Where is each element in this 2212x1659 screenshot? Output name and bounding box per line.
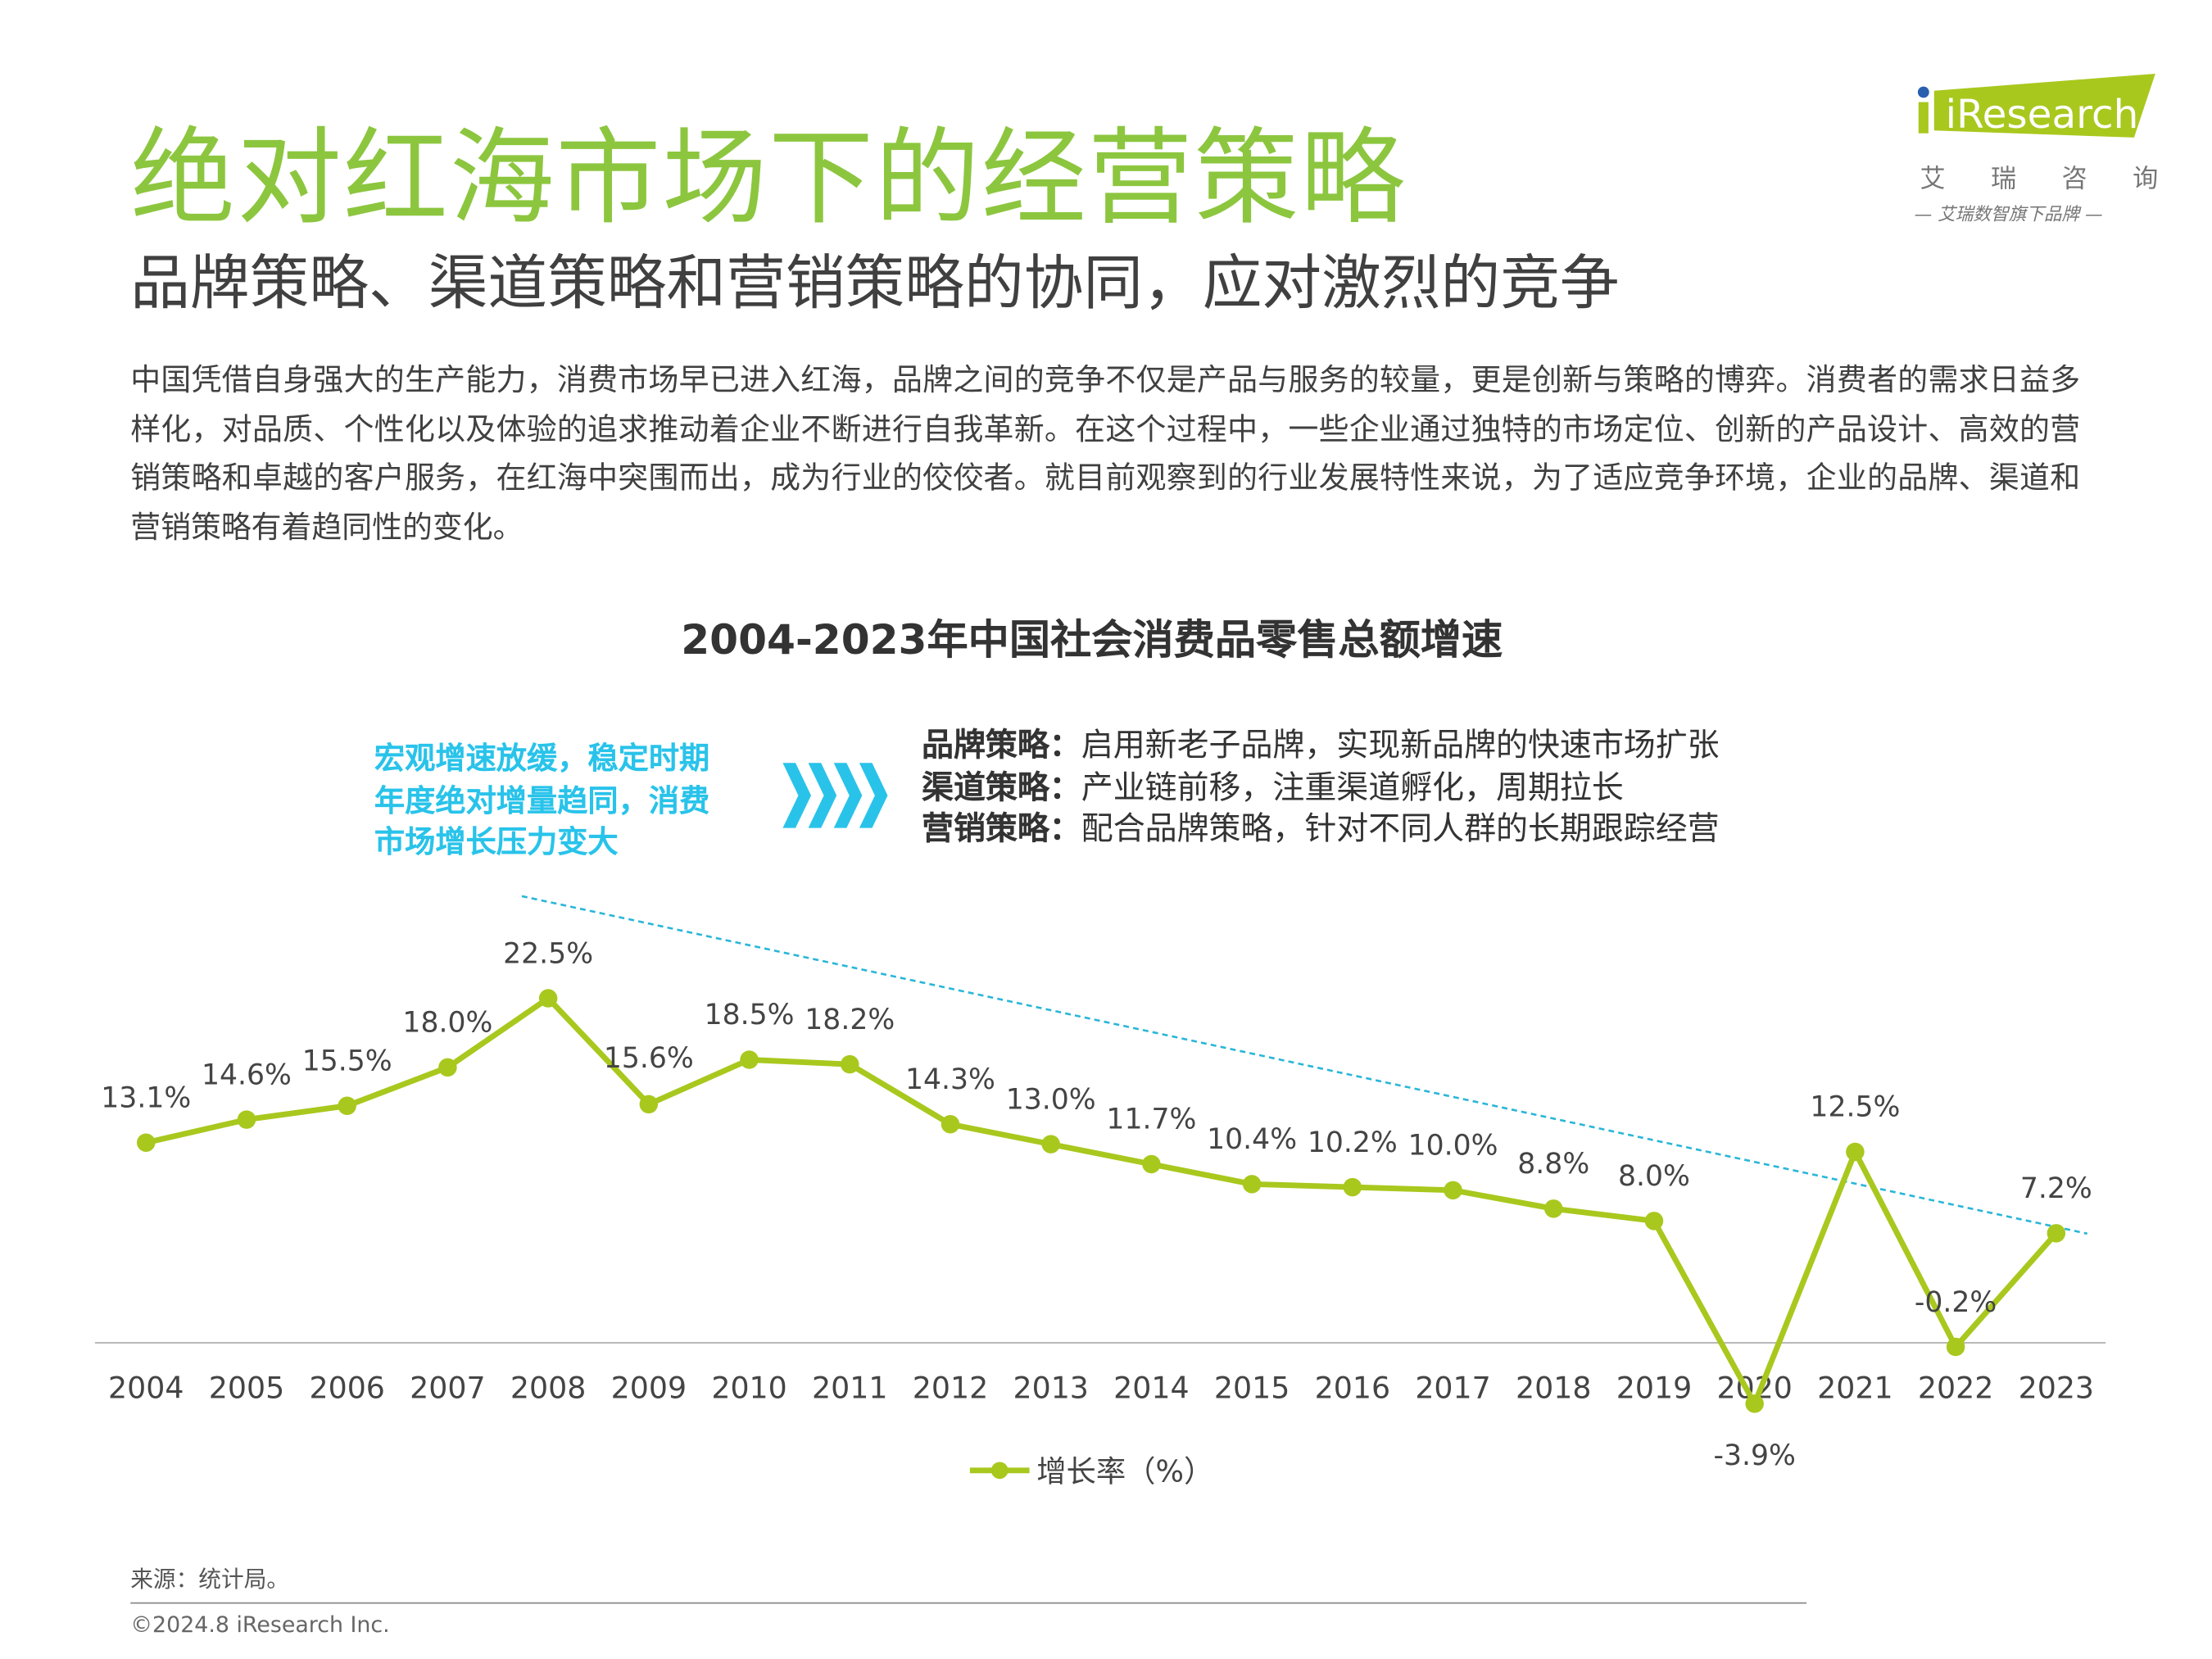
page-title: 绝对红海市场下的经营策略 [130, 117, 1407, 240]
strategy-channel: 渠道策略：产业链前移，注重渠道孵化，周期拉长 [922, 768, 1624, 806]
source-note: 来源：统计局。 [130, 1565, 290, 1593]
data-point [1041, 1135, 1060, 1154]
page-subtitle: 品牌策略、渠道策略和营销策略的协同，应对激烈的竞争 [130, 247, 1620, 318]
data-label: 15.5% [302, 1045, 392, 1077]
copyright: ©2024.8 iResearch Inc. [130, 1611, 390, 1639]
callout-line: 宏观增速放缓，稳定时期 [374, 741, 710, 777]
data-label: 14.6% [202, 1058, 292, 1091]
chart-title: 2004-2023年中国社会消费品零售总额增速 [681, 615, 1503, 664]
trend-line [521, 895, 2088, 1235]
strategy-list: 品牌策略：启用新老子品牌，实现新品牌的快速市场扩张 渠道策略：产业链前移，注重渠… [922, 726, 1720, 851]
data-point [1745, 1394, 1764, 1413]
x-tick-label: 2018 [1516, 1371, 1591, 1406]
callout-text: 宏观增速放缓，稳定时期 年度绝对增量趋同，消费 市场增长压力变大 [374, 739, 709, 864]
data-point [1946, 1337, 1965, 1357]
data-label: -3.9% [1713, 1439, 1795, 1472]
data-point [137, 1133, 156, 1152]
logo-char: 咨 [2061, 164, 2087, 195]
data-point [1242, 1175, 1262, 1194]
data-point [237, 1110, 256, 1129]
strategy-marketing: 营销策略：配合品牌策略，针对不同人群的长期跟踪经营 [922, 811, 1720, 849]
x-tick-label: 2012 [913, 1371, 988, 1406]
logo-char: 瑞 [1991, 164, 2017, 195]
iresearch-logo: iResearch 艾 瑞 咨 询 — 艾瑞数智旗下品牌 — [1915, 74, 2163, 224]
body-paragraph: 中国凭借自身强大的生产能力，消费市场早已进入红海，品牌之间的竞争不仅是产品与服务… [130, 363, 2081, 546]
strategy-brand: 品牌策略：启用新老子品牌，实现新品牌的快速市场扩张 [922, 727, 1720, 764]
logo-mark-icon: iResearch [1917, 74, 2155, 138]
data-point [438, 1058, 457, 1077]
callout-line: 年度绝对增量趋同，消费 [374, 783, 710, 819]
data-label: 15.6% [604, 1042, 694, 1075]
chevron-right-quad-icon [782, 763, 888, 828]
x-tick-label: 2023 [2019, 1371, 2094, 1406]
data-label: 11.7% [1106, 1104, 1196, 1136]
legend-marker [990, 1462, 1009, 1480]
data-point [538, 989, 558, 1008]
data-label: -0.2% [1915, 1286, 1997, 1319]
data-point [1544, 1199, 1563, 1218]
data-label: 10.2% [1308, 1126, 1398, 1159]
data-label: 10.4% [1207, 1123, 1297, 1156]
data-label: 7.2% [2020, 1172, 2092, 1205]
data-point [1142, 1154, 1161, 1174]
data-point [1644, 1212, 1664, 1231]
x-tick-label: 2013 [1013, 1371, 1088, 1406]
data-label: 8.0% [1618, 1160, 1690, 1193]
x-tick-label: 2010 [711, 1371, 786, 1406]
data-label: 22.5% [503, 937, 593, 970]
data-point [1444, 1181, 1462, 1200]
data-label: 18.5% [705, 999, 795, 1031]
data-point [941, 1114, 960, 1134]
x-tick-label: 2009 [611, 1371, 687, 1406]
x-tick-label: 2005 [209, 1371, 284, 1406]
x-tick-label: 2021 [1817, 1371, 1892, 1406]
legend-label: 增长率（%） [1036, 1454, 1213, 1489]
footer-divider [130, 1602, 1807, 1604]
data-point [338, 1096, 356, 1115]
data-label: 8.8% [1517, 1148, 1589, 1181]
x-tick-label: 2006 [309, 1371, 384, 1406]
logo-char: 艾 [1920, 164, 1946, 195]
data-label: 13.0% [1006, 1083, 1096, 1116]
logo-char: 询 [2133, 164, 2159, 195]
legend: 增长率（%） [969, 1454, 1213, 1489]
x-tick-label: 2008 [510, 1371, 586, 1406]
data-label: 12.5% [1810, 1091, 1900, 1124]
data-point [2047, 1224, 2066, 1243]
x-tick-label: 2011 [812, 1371, 887, 1406]
x-tick-label: 2019 [1616, 1371, 1692, 1406]
data-point [639, 1095, 659, 1114]
x-tick-label: 2004 [108, 1371, 184, 1406]
series-line-growth-rate [145, 995, 2059, 1407]
data-label: 14.3% [905, 1063, 995, 1096]
data-point [841, 1054, 859, 1074]
data-label: 13.1% [101, 1081, 191, 1114]
data-label: 18.2% [805, 1004, 895, 1036]
x-tick-label: 2022 [1918, 1371, 1993, 1406]
data-label: 18.0% [402, 1007, 492, 1040]
x-tick-label: 2007 [410, 1371, 485, 1406]
logo-tagline: — 艾瑞数智旗下品牌 — [1914, 202, 2103, 224]
svg-text:iResearch: iResearch [1946, 92, 2139, 138]
x-tick-label: 2015 [1214, 1371, 1290, 1406]
x-tick-label: 2017 [1415, 1371, 1490, 1406]
data-point [1846, 1142, 1865, 1162]
callout-line: 市场增长压力变大 [374, 825, 619, 861]
data-point [740, 1050, 759, 1069]
x-tick-label: 2016 [1315, 1371, 1390, 1406]
x-tick-label: 2014 [1113, 1371, 1189, 1406]
data-label: 10.0% [1408, 1130, 1498, 1163]
data-point [1343, 1177, 1362, 1197]
